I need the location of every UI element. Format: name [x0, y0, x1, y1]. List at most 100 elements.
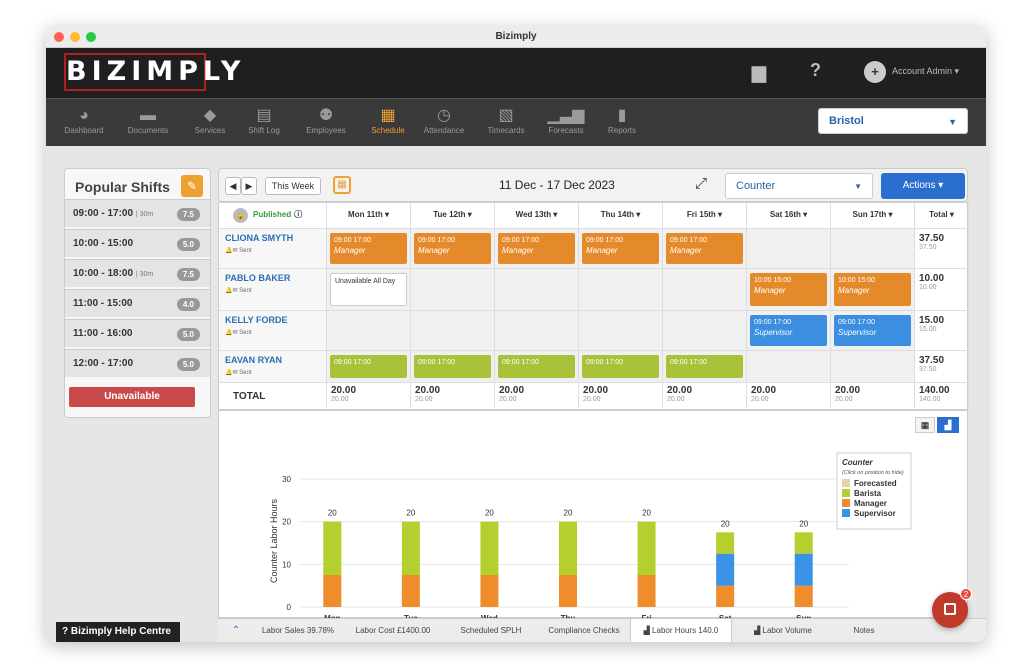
- actions-button[interactable]: Actions ▾: [881, 173, 965, 199]
- schedule-cell[interactable]: [411, 269, 495, 311]
- employee-name-cell[interactable]: PABLO BAKER 🔔✉ Sent: [219, 269, 327, 311]
- shift-block[interactable]: 09:00 17:00: [498, 355, 575, 378]
- schedule-cell[interactable]: 09:00 17:00 Manager: [327, 229, 411, 269]
- nav-attendance[interactable]: ◷ Attendance: [414, 99, 474, 147]
- chat-icon[interactable]: ▆: [752, 62, 766, 82]
- schedule-cell[interactable]: [663, 311, 747, 351]
- schedule-cell[interactable]: 09:00 17:00 Manager: [663, 229, 747, 269]
- nav-timecards[interactable]: ▧ Timecards: [476, 99, 536, 147]
- schedule-cell[interactable]: [747, 351, 831, 383]
- shift-block[interactable]: 09:00 17:00: [582, 355, 659, 378]
- schedule-cell[interactable]: 10:00 15:00 Manager: [747, 269, 831, 311]
- schedule-cell[interactable]: 09:00 17:00: [327, 351, 411, 383]
- account-avatar[interactable]: +: [864, 61, 886, 83]
- popular-shift-item[interactable]: 10:00 - 15:00 5.0: [65, 229, 210, 257]
- nav-forecasts[interactable]: ▁▃▆ Forecasts: [536, 99, 596, 147]
- schedule-cell[interactable]: 09:00 17:00 Manager: [411, 229, 495, 269]
- shift-block[interactable]: 09:00 17:00: [414, 355, 491, 378]
- schedule-cell[interactable]: 09:00 17:00 Manager: [495, 229, 579, 269]
- day-header[interactable]: Sun 17th ▾: [831, 203, 915, 229]
- close-window-button[interactable]: [54, 32, 64, 42]
- collapse-chevron-icon[interactable]: ⌃: [231, 625, 241, 636]
- schedule-cell[interactable]: [747, 229, 831, 269]
- tab-scheduled-splh[interactable]: Scheduled SPLH: [460, 626, 522, 635]
- shift-block[interactable]: 09:00 17:00 Supervisor: [750, 315, 827, 346]
- chart-view-button[interactable]: ▟: [937, 417, 959, 433]
- unavailable-button[interactable]: Unavailable: [69, 387, 195, 407]
- schedule-cell[interactable]: [579, 269, 663, 311]
- shift-block[interactable]: 09:00 17:00 Manager: [498, 233, 575, 264]
- tab-labor-hours[interactable]: ▟ Labor Hours 140.0: [630, 619, 732, 642]
- schedule-cell[interactable]: [831, 229, 915, 269]
- schedule-cell[interactable]: 09:00 17:00 Supervisor: [747, 311, 831, 351]
- schedule-cell[interactable]: 09:00 17:00: [663, 351, 747, 383]
- bizimply-logo[interactable]: BIZIMPLY: [64, 53, 240, 91]
- employee-name-cell[interactable]: CLIONA SMYTH 🔔✉ Sent: [219, 229, 327, 269]
- nav-employees[interactable]: ⚉ Employees: [296, 99, 356, 147]
- expand-icon[interactable]: ⤢: [695, 175, 708, 192]
- schedule-cell[interactable]: 09:00 17:00: [495, 351, 579, 383]
- calendar-icon[interactable]: ▦: [333, 176, 351, 194]
- this-week-button[interactable]: This Week: [265, 177, 321, 195]
- unavailable-block[interactable]: Unavailable All Day: [330, 273, 407, 306]
- day-header[interactable]: Tue 12th ▾: [411, 203, 495, 229]
- nav-schedule[interactable]: ▦ Schedule: [358, 99, 418, 147]
- next-week-button[interactable]: ▶: [241, 177, 257, 195]
- day-header[interactable]: Sat 16th ▾: [747, 203, 831, 229]
- shift-block[interactable]: 09:00 17:00 Manager: [666, 233, 743, 264]
- schedule-cell[interactable]: [411, 311, 495, 351]
- nav-reports[interactable]: ▮ Reports: [592, 99, 652, 147]
- schedule-cell[interactable]: [579, 311, 663, 351]
- intercom-chat-button[interactable]: 2: [932, 588, 972, 628]
- schedule-cell[interactable]: Unavailable All Day: [327, 269, 411, 311]
- employee-name-cell[interactable]: KELLY FORDE 🔔✉ Sent: [219, 311, 327, 351]
- shift-block[interactable]: 09:00 17:00 Supervisor: [834, 315, 911, 346]
- popular-shift-item[interactable]: 11:00 - 15:00 4.0: [65, 289, 210, 317]
- schedule-cell[interactable]: 09:00 17:00: [411, 351, 495, 383]
- schedule-cell[interactable]: 09:00 17:00: [579, 351, 663, 383]
- schedule-cell[interactable]: [663, 269, 747, 311]
- schedule-cell[interactable]: 10:00 15:00 Manager: [831, 269, 915, 311]
- tab-labor-sales[interactable]: Labor Sales 39.78%: [261, 626, 335, 635]
- prev-week-button[interactable]: ◀: [225, 177, 241, 195]
- shift-block[interactable]: 10:00 15:00 Manager: [834, 273, 911, 306]
- nav-documents[interactable]: ▬ Documents: [118, 99, 178, 147]
- day-header[interactable]: Fri 15th ▾: [663, 203, 747, 229]
- popular-shift-item[interactable]: 10:00 - 18:00 | 30m 7.5: [65, 259, 210, 287]
- account-menu[interactable]: Account Admin ▾: [892, 66, 960, 76]
- schedule-cell[interactable]: [495, 269, 579, 311]
- table-view-button[interactable]: ▦: [915, 417, 935, 433]
- shift-block[interactable]: 09:00 17:00 Manager: [414, 233, 491, 264]
- day-header[interactable]: Mon 11th ▾: [327, 203, 411, 229]
- tab-compliance-checks[interactable]: Compliance Checks: [548, 626, 620, 635]
- shift-block[interactable]: 09:00 17:00: [666, 355, 743, 378]
- schedule-cell[interactable]: [831, 351, 915, 383]
- edit-shifts-button[interactable]: ✎: [181, 175, 203, 197]
- popular-shift-item[interactable]: 12:00 - 17:00 5.0: [65, 349, 210, 377]
- nav-shift-log[interactable]: ▤ Shift Log: [234, 99, 294, 147]
- nav-dashboard[interactable]: ◕ Dashboard: [54, 99, 114, 147]
- schedule-cell[interactable]: 09:00 17:00 Supervisor: [831, 311, 915, 351]
- popular-shift-item[interactable]: 09:00 - 17:00 | 30m 7.5: [65, 199, 210, 227]
- nav-services[interactable]: ◆ Services: [180, 99, 240, 147]
- shift-block[interactable]: 09:00 17:00: [330, 355, 407, 378]
- schedule-cell[interactable]: 09:00 17:00 Manager: [579, 229, 663, 269]
- day-header[interactable]: Thu 14th ▾: [579, 203, 663, 229]
- help-centre-button[interactable]: ? Bizimply Help Centre: [56, 622, 180, 642]
- zoom-window-button[interactable]: [86, 32, 96, 42]
- popular-shift-item[interactable]: 11:00 - 16:00 5.0: [65, 319, 210, 347]
- minimize-window-button[interactable]: [70, 32, 80, 42]
- tab-labor-cost[interactable]: Labor Cost £1400.00: [355, 626, 431, 635]
- shift-block[interactable]: 09:00 17:00 Manager: [582, 233, 659, 264]
- location-select[interactable]: Bristol ▼: [818, 108, 968, 134]
- help-icon[interactable]: ?: [810, 60, 821, 80]
- shift-block[interactable]: 09:00 17:00 Manager: [330, 233, 407, 264]
- shift-block[interactable]: 10:00 15:00 Manager: [750, 273, 827, 306]
- schedule-cell[interactable]: [327, 311, 411, 351]
- day-header[interactable]: Wed 13th ▾: [495, 203, 579, 229]
- schedule-cell[interactable]: [495, 311, 579, 351]
- tab-labor-volume[interactable]: ▟ Labor Volume: [754, 626, 812, 635]
- department-select[interactable]: Counter ▼: [725, 173, 873, 199]
- employee-name-cell[interactable]: EAVAN RYAN 🔔✉ Sent: [219, 351, 327, 383]
- tab-notes-[interactable]: Notes: [853, 626, 875, 635]
